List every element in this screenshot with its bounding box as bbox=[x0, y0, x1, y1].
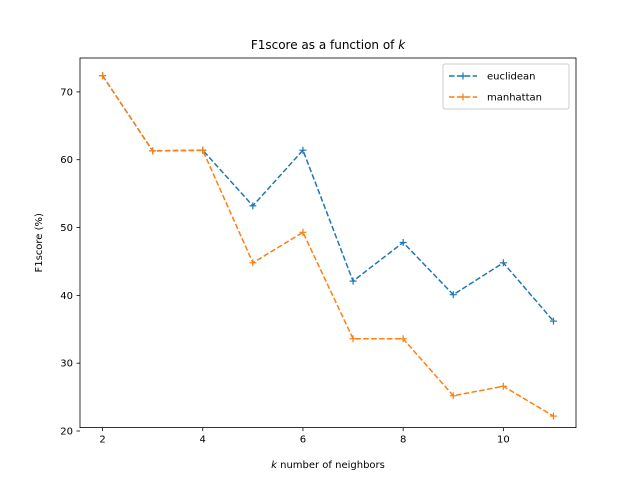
x-tick-label: 10 bbox=[497, 435, 510, 446]
data-point-manhattan bbox=[299, 228, 307, 236]
legend-label: manhattan bbox=[487, 93, 542, 104]
y-tick-label: 50 bbox=[60, 223, 73, 234]
data-point-manhattan bbox=[449, 392, 457, 400]
plot-frame bbox=[79, 57, 577, 429]
y-tick-label: 20 bbox=[60, 426, 73, 437]
data-point-manhattan bbox=[99, 72, 107, 80]
plot-area bbox=[99, 72, 557, 420]
y-tick-label: 60 bbox=[60, 155, 73, 166]
y-tick-label: 70 bbox=[60, 87, 73, 98]
y-axis-label: F1score (%) bbox=[34, 213, 45, 273]
data-point-manhattan bbox=[149, 147, 157, 155]
x-tick-label: 6 bbox=[300, 435, 306, 446]
legend-item-euclidean: euclidean bbox=[449, 72, 536, 83]
y-tick-label: 30 bbox=[60, 359, 73, 370]
x-tick-label: 4 bbox=[200, 435, 206, 446]
data-point-euclidean bbox=[449, 291, 457, 299]
data-point-manhattan bbox=[199, 146, 207, 154]
data-point-manhattan bbox=[249, 259, 257, 267]
series-line-manhattan bbox=[101, 75, 554, 417]
legend: euclidean manhattan bbox=[442, 63, 570, 110]
x-axis-label: k number of neighbors bbox=[271, 460, 385, 471]
y-axis: 20 30 40 50 60 70 bbox=[60, 87, 80, 437]
x-tick-label: 8 bbox=[400, 435, 406, 446]
y-tick-label: 40 bbox=[60, 291, 73, 302]
data-point-euclidean bbox=[499, 259, 507, 267]
data-point-euclidean bbox=[249, 202, 257, 210]
data-point-manhattan bbox=[499, 382, 507, 390]
data-point-manhattan bbox=[549, 412, 557, 420]
data-point-euclidean bbox=[549, 317, 557, 325]
legend-label: euclidean bbox=[487, 72, 536, 83]
data-point-euclidean bbox=[399, 238, 407, 246]
data-point-euclidean bbox=[349, 277, 357, 285]
data-point-manhattan bbox=[399, 335, 407, 343]
data-point-euclidean bbox=[299, 146, 307, 154]
x-axis: 2 4 6 8 10 bbox=[99, 427, 510, 446]
chart-title: F1score as a function of k bbox=[251, 38, 406, 52]
data-point-manhattan bbox=[349, 335, 357, 343]
legend-item-manhattan: manhattan bbox=[449, 93, 542, 104]
x-tick-label: 2 bbox=[99, 435, 105, 446]
